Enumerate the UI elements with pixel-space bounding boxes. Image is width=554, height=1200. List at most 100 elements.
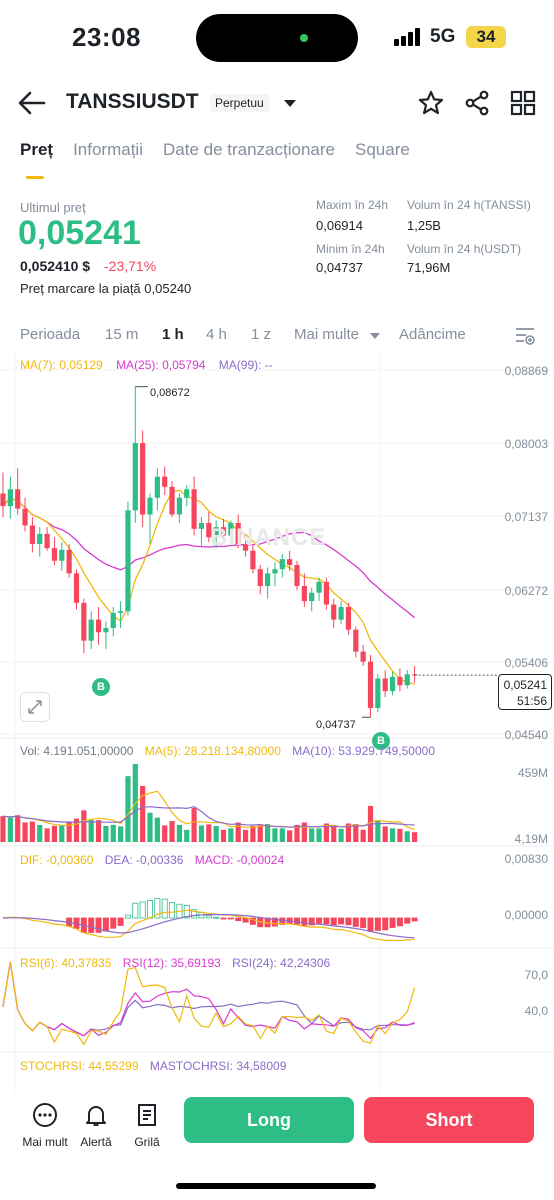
fullscreen-icon[interactable] <box>20 692 50 722</box>
chart-area[interactable]: MA(7): 0,05129 MA(25): 0,05794 MA(99): -… <box>0 352 554 1092</box>
tab-trading-data[interactable]: Date de tranzacționare <box>163 140 335 159</box>
volume-axis-label: 4,19M <box>514 832 548 846</box>
volume-bar <box>412 832 418 842</box>
symbol-dropdown-icon[interactable] <box>284 100 296 107</box>
dif-legend: DIF: -0,00360 <box>20 853 94 867</box>
volume-bar <box>294 824 300 842</box>
share-icon[interactable] <box>464 90 490 116</box>
grid-bot-button[interactable]: Grilă <box>122 1102 172 1149</box>
tab-square[interactable]: Square <box>355 140 410 159</box>
candle-body <box>228 522 234 536</box>
volume-bar <box>118 826 124 842</box>
volume-bar <box>125 776 131 842</box>
macd-bar <box>88 917 95 933</box>
interval-4h[interactable]: 4 h <box>206 326 227 343</box>
volume-bar <box>176 824 182 842</box>
volume-bar <box>198 825 205 842</box>
interval-depth[interactable]: Adâncime <box>399 326 466 343</box>
macd-bar <box>308 917 315 926</box>
alert-button[interactable]: Alertă <box>71 1102 121 1149</box>
candle-body <box>389 676 396 692</box>
macd-bar <box>169 902 176 919</box>
interval-15m[interactable]: 15 m <box>105 326 139 343</box>
macd-bar <box>301 917 308 926</box>
candle-body <box>110 612 116 629</box>
tab-price[interactable]: Preț <box>20 140 53 180</box>
candle-body <box>287 559 293 565</box>
macd-bar <box>316 917 323 924</box>
long-button[interactable]: Long <box>184 1097 354 1143</box>
interval-more[interactable]: Mai multe <box>294 326 360 343</box>
volume-bar <box>360 829 366 842</box>
macd-bar <box>330 917 337 926</box>
macd-axis-label: 0,00000 <box>504 908 548 922</box>
vol-legend: Vol: 4.191.051,00000 <box>20 744 134 758</box>
dea-line <box>2 913 415 939</box>
short-button[interactable]: Short <box>364 1097 534 1143</box>
volume-bar <box>242 829 249 842</box>
mark-price-label: Preț marcare la piață <box>20 281 141 296</box>
low-label: Minim în 24h <box>316 242 385 256</box>
buy-marker[interactable]: B <box>92 678 110 696</box>
volume-bar <box>154 817 160 842</box>
candle-body <box>404 674 410 686</box>
volume-bar <box>169 821 175 842</box>
candle-body <box>367 661 374 708</box>
volume-bar <box>235 822 241 842</box>
last-price: 0,05241 <box>18 214 141 252</box>
interval-1h[interactable]: 1 h <box>162 326 184 343</box>
candle-body <box>37 533 43 544</box>
candle-body <box>118 611 124 613</box>
candle-body <box>206 522 212 538</box>
last-price-label: Ultimul preț <box>20 200 86 215</box>
tab-info[interactable]: Informații <box>73 140 143 159</box>
mark-price-value: 0,05240 <box>144 281 192 296</box>
current-price-tag: 0,05241 51:56 <box>498 674 552 710</box>
volume-bar <box>66 822 72 842</box>
interval-period[interactable]: Perioada <box>20 326 81 343</box>
interval-1d[interactable]: 1 z <box>251 326 272 343</box>
star-icon[interactable] <box>418 90 444 116</box>
candle-body <box>250 550 256 570</box>
rsi-axis-label: 70,0 <box>524 968 548 982</box>
buy-marker[interactable]: B <box>372 732 390 750</box>
volume-bar <box>404 831 410 842</box>
candle-body <box>125 510 131 612</box>
chart-settings-icon[interactable] <box>514 326 536 346</box>
candle-body <box>7 489 13 507</box>
symbol-title[interactable]: TANSSIUSDT <box>66 90 199 113</box>
macd-bar <box>139 901 146 919</box>
candle-body <box>375 678 381 708</box>
bottom-action-bar: Mai mult Alertă Grilă Long Short <box>0 1092 554 1200</box>
stochrsi-value-legend: STOCHRSI: 44,55299 <box>20 1059 139 1073</box>
volume-bar <box>331 824 337 842</box>
candle-body <box>382 678 388 692</box>
rsi24-legend: RSI(24): 42,24306 <box>232 956 331 970</box>
candle-body <box>235 522 241 544</box>
candle-body <box>140 443 146 515</box>
volume-bar <box>338 828 344 842</box>
candle-body <box>81 602 87 641</box>
volume-bar <box>389 828 396 842</box>
candle-body <box>95 619 102 633</box>
more-button[interactable]: Mai mult <box>20 1102 70 1149</box>
volume-ma10-line <box>2 805 415 828</box>
rsi6-line <box>2 961 416 1046</box>
current-price-value: 0,05241 <box>503 678 547 692</box>
grid-layout-icon[interactable] <box>510 90 536 116</box>
candle-body <box>162 476 168 487</box>
vol-quote-label: Volum în 24 h(USDT) <box>407 242 522 256</box>
back-arrow-icon[interactable] <box>18 90 46 116</box>
chart-canvas[interactable] <box>0 352 554 1092</box>
more-caret-icon[interactable] <box>370 333 380 339</box>
macd-bar <box>404 917 411 924</box>
candle-body <box>265 573 271 587</box>
macd-bar <box>249 917 256 925</box>
macd-bar <box>183 904 190 919</box>
ma25-line <box>2 496 416 619</box>
candle-body <box>345 607 352 630</box>
candle-body <box>257 569 263 587</box>
macd-bar <box>360 917 367 929</box>
price-axis-label: 0,08003 <box>504 437 548 451</box>
header: TANSSIUSDT Perpetuu <box>0 78 554 128</box>
